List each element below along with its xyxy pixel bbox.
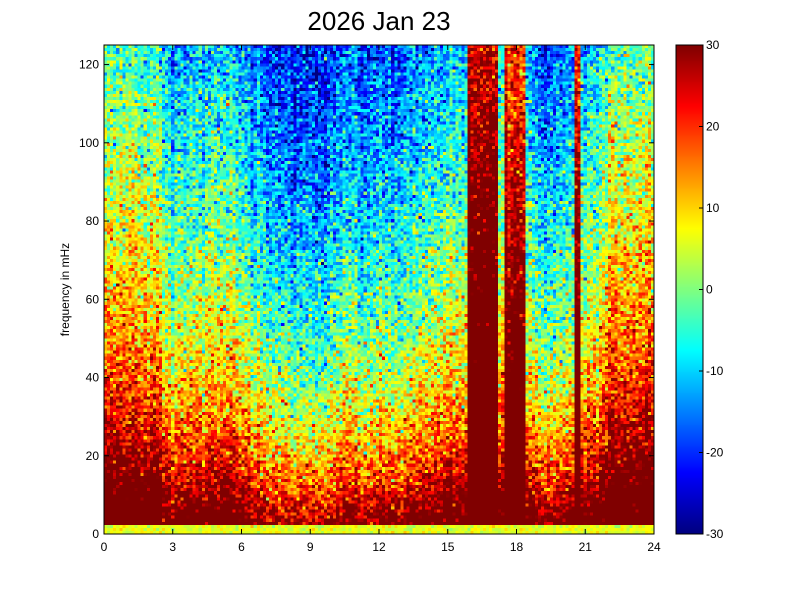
x-tick-label: 12	[372, 540, 386, 554]
colorbar-tick-label: -30	[706, 527, 724, 541]
colorbar	[676, 45, 703, 534]
y-tick-label: 20	[86, 449, 100, 463]
y-tick-label: 100	[79, 136, 99, 150]
x-tick-label: 24	[647, 540, 661, 554]
x-tick-label: 21	[579, 540, 593, 554]
y-tick-label: 120	[79, 58, 99, 72]
x-tick-label: 18	[510, 540, 524, 554]
y-tick-label: 40	[86, 371, 100, 385]
x-tick-label: 6	[238, 540, 245, 554]
colorbar-tick-label: 20	[706, 120, 720, 134]
colorbar-axis: 30 20 10 0 -10 -20 -30	[699, 38, 724, 541]
x-tick-label: 9	[307, 540, 314, 554]
x-tick-label: 3	[169, 540, 176, 554]
colorbar-tick-label: 0	[706, 283, 713, 297]
y-axis-label: frequency in mHz	[58, 243, 72, 336]
colorbar-tick-label: 10	[706, 201, 720, 215]
colorbar-tick-label: -20	[706, 446, 724, 460]
y-tick-label: 0	[92, 527, 99, 541]
spectrogram-heatmap	[104, 45, 654, 534]
colorbar-tick-label: -10	[706, 364, 724, 378]
y-axis: 0 20 40 60 80 100 120	[79, 58, 654, 541]
y-tick-label: 60	[86, 292, 100, 306]
x-axis: 0 3 6 9 12 15 18 21 24	[101, 45, 661, 554]
plot-border	[103, 44, 655, 535]
chart-title: 2026 Jan 23	[307, 6, 451, 36]
colorbar-border	[675, 44, 704, 535]
y-tick-label: 80	[86, 214, 100, 228]
plot-frame	[103, 44, 704, 535]
colorbar-tick-label: 30	[706, 38, 720, 52]
x-tick-label: 15	[441, 540, 455, 554]
x-tick-label: 0	[101, 540, 108, 554]
